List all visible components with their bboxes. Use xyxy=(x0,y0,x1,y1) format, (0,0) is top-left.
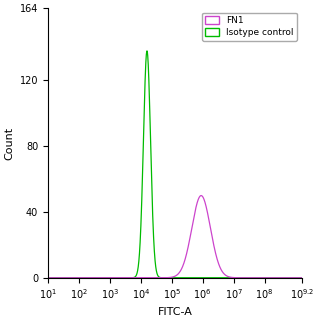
Legend: FN1, Isotype control: FN1, Isotype control xyxy=(202,13,297,41)
X-axis label: FITC-A: FITC-A xyxy=(157,307,192,317)
Y-axis label: Count: Count xyxy=(4,126,14,160)
